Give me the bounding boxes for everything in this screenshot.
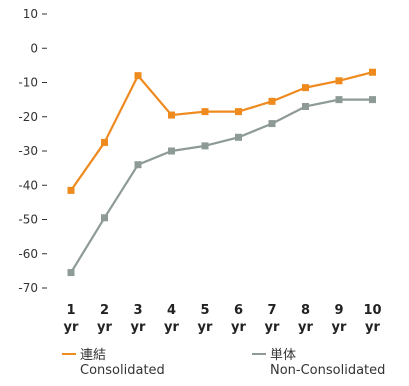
x-tick-unit: yr bbox=[365, 320, 380, 335]
data-point-consolidated bbox=[134, 72, 142, 80]
x-tick-label: 1 bbox=[66, 303, 75, 318]
y-tick-label: -40 bbox=[18, 178, 38, 192]
series-line-non-consolidated bbox=[70, 98, 373, 274]
x-tick-label: 5 bbox=[200, 303, 209, 318]
y-tick-label: 10 bbox=[23, 7, 38, 21]
x-tick-label: 6 bbox=[234, 303, 243, 318]
x-tick-unit: yr bbox=[231, 320, 246, 335]
legend-label-consolidated-en: Consolidated bbox=[80, 363, 165, 378]
legend-item-consolidated: 連結 Consolidated bbox=[62, 348, 165, 378]
data-point-consolidated bbox=[335, 77, 343, 85]
data-point-consolidated bbox=[302, 84, 309, 92]
legend-label-non-consolidated-en: Non-Consolidated bbox=[270, 363, 386, 378]
x-tick-label: 2 bbox=[100, 303, 109, 318]
x-tick-unit: yr bbox=[265, 320, 280, 335]
legend-swatch-consolidated bbox=[62, 353, 76, 355]
x-tick-unit: yr bbox=[131, 320, 146, 335]
x-tick-unit: yr bbox=[97, 320, 112, 335]
y-tick-label: -50 bbox=[18, 213, 38, 227]
data-point-non-consolidated bbox=[168, 147, 175, 155]
x-tick-unit: yr bbox=[164, 320, 179, 335]
x-tick-unit: yr bbox=[332, 320, 347, 335]
x-tick-label: 7 bbox=[267, 303, 276, 318]
data-point-consolidated bbox=[67, 186, 75, 194]
data-point-non-consolidated bbox=[335, 96, 343, 104]
y-tick-label: -20 bbox=[18, 110, 38, 124]
data-point-consolidated bbox=[235, 108, 242, 116]
y-tick-label: -10 bbox=[18, 76, 38, 90]
data-point-non-consolidated bbox=[268, 120, 276, 128]
x-tick-label: 4 bbox=[167, 303, 176, 318]
data-point-non-consolidated bbox=[369, 96, 376, 104]
data-point-non-consolidated bbox=[101, 214, 108, 222]
data-point-consolidated bbox=[268, 97, 276, 105]
y-tick-label: -60 bbox=[18, 247, 38, 261]
data-point-consolidated bbox=[369, 68, 376, 76]
data-point-non-consolidated bbox=[67, 269, 75, 277]
x-tick-unit: yr bbox=[64, 320, 79, 335]
data-point-consolidated bbox=[168, 111, 175, 119]
x-tick-label: 9 bbox=[334, 303, 343, 318]
y-tick-label: -70 bbox=[18, 281, 38, 295]
y-axis: 10 0 -10 -20 -30 -40 -50 -60 -70 bbox=[18, 7, 47, 295]
data-point-consolidated bbox=[201, 108, 209, 116]
data-point-non-consolidated bbox=[235, 133, 242, 141]
x-tick-unit: yr bbox=[298, 320, 313, 335]
data-point-non-consolidated bbox=[134, 161, 142, 169]
series-line-consolidated bbox=[70, 71, 373, 192]
x-axis: 1 yr 2 yr 3 yr 4 yr 5 yr 6 yr 7 yr 8 yr 9 yr 10 yr bbox=[64, 303, 382, 335]
legend-item-non-consolidated: 単体 Non-Consolidated bbox=[252, 348, 385, 378]
data-point-non-consolidated bbox=[302, 102, 309, 110]
legend-label-consolidated-ja: 連結 bbox=[80, 348, 107, 363]
x-tick-unit: yr bbox=[198, 320, 213, 335]
x-tick-label: 8 bbox=[301, 303, 310, 318]
series-layer bbox=[67, 68, 376, 277]
y-tick-label: 0 bbox=[30, 41, 38, 55]
legend-swatch-non-consolidated bbox=[252, 353, 266, 355]
data-point-consolidated bbox=[101, 138, 108, 146]
data-point-non-consolidated bbox=[201, 142, 209, 150]
x-tick-label: 3 bbox=[133, 303, 142, 318]
y-tick-label: -30 bbox=[18, 144, 38, 158]
legend-label-non-consolidated-ja: 単体 bbox=[270, 348, 297, 363]
x-tick-label: 10 bbox=[363, 303, 381, 318]
